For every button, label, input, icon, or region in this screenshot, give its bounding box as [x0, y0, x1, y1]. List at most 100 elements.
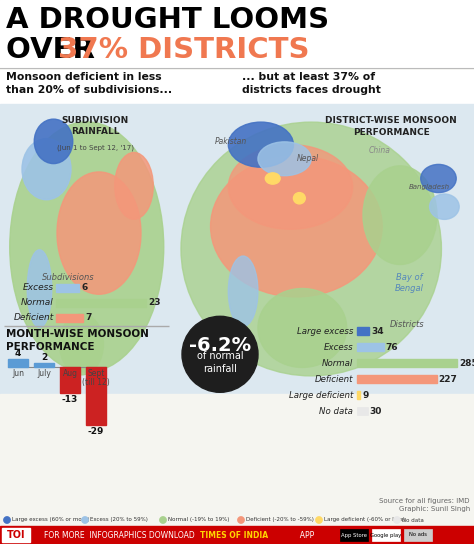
Ellipse shape	[258, 288, 346, 367]
Bar	[56, 284, 80, 292]
Ellipse shape	[60, 314, 103, 375]
Text: ... but at least 37% of
districts faces drought: ... but at least 37% of districts faces …	[242, 72, 381, 95]
Text: Normal: Normal	[322, 359, 353, 368]
Text: FOR MORE  INFOGRAPHICS DOWNLOAD: FOR MORE INFOGRAPHICS DOWNLOAD	[45, 530, 200, 540]
Text: No data: No data	[402, 517, 424, 522]
Text: App Store: App Store	[341, 533, 367, 537]
Circle shape	[182, 316, 258, 392]
Text: 37% DISTRICTS: 37% DISTRICTS	[58, 36, 310, 64]
Circle shape	[316, 516, 322, 523]
Bar	[340, 529, 368, 541]
Text: Source for all figures: IMD
Graphic: Sunil Singh: Source for all figures: IMD Graphic: Sun…	[380, 498, 470, 512]
Ellipse shape	[228, 122, 293, 167]
Ellipse shape	[265, 173, 280, 184]
Ellipse shape	[181, 122, 441, 376]
Text: Subdivisions: Subdivisions	[42, 273, 95, 282]
Text: Aug: Aug	[63, 369, 78, 378]
Ellipse shape	[34, 119, 73, 164]
Text: -29: -29	[88, 427, 104, 436]
Bar	[357, 391, 360, 399]
Circle shape	[82, 516, 89, 523]
Bar	[357, 375, 437, 384]
Ellipse shape	[293, 193, 305, 204]
Bar	[4, 325, 169, 326]
Ellipse shape	[10, 122, 164, 372]
Ellipse shape	[228, 145, 353, 229]
Bar	[0, 104, 474, 394]
Text: Large excess (60% or more): Large excess (60% or more)	[12, 517, 90, 522]
Bar	[357, 343, 383, 351]
Ellipse shape	[363, 166, 437, 264]
Text: TIMES OF INDIA: TIMES OF INDIA	[200, 530, 268, 540]
Text: APP: APP	[295, 530, 314, 540]
Text: Bangladesh: Bangladesh	[409, 184, 450, 190]
Bar	[34, 363, 54, 367]
Bar	[404, 529, 432, 541]
Circle shape	[3, 516, 10, 523]
Bar	[357, 407, 367, 415]
Text: SUBDIVISION
RAINFALL: SUBDIVISION RAINFALL	[62, 116, 129, 137]
Bar	[86, 367, 106, 425]
Text: TOI: TOI	[7, 530, 25, 540]
Bar	[0, 0, 474, 68]
Bar	[0, 70, 474, 104]
Text: Deficient (-20% to -59%): Deficient (-20% to -59%)	[246, 517, 314, 522]
Text: Bay of
Bengal: Bay of Bengal	[394, 273, 423, 293]
Circle shape	[393, 516, 401, 523]
Text: -6.2%: -6.2%	[189, 336, 251, 355]
Ellipse shape	[57, 172, 141, 294]
Bar	[0, 394, 474, 514]
Text: No data: No data	[319, 407, 353, 416]
Text: Districts: Districts	[390, 320, 424, 329]
Ellipse shape	[228, 256, 258, 326]
Text: Nepal: Nepal	[297, 154, 319, 163]
Text: 7: 7	[85, 313, 92, 322]
Text: 285: 285	[459, 359, 474, 368]
Text: No ads: No ads	[409, 533, 427, 537]
Bar	[60, 367, 80, 393]
Bar	[357, 327, 369, 335]
Ellipse shape	[421, 164, 456, 193]
Text: 2: 2	[41, 353, 47, 362]
Circle shape	[159, 516, 166, 523]
Text: July: July	[37, 369, 51, 378]
Ellipse shape	[115, 152, 153, 219]
Text: Jun: Jun	[12, 369, 24, 378]
Text: Excess: Excess	[23, 283, 54, 292]
Text: (Jun 1 to Sept 12, '17): (Jun 1 to Sept 12, '17)	[57, 144, 134, 151]
Text: Large deficient (-60% or less): Large deficient (-60% or less)	[324, 517, 405, 522]
Text: DISTRICT-WISE MONSOON
PERFORMANCE: DISTRICT-WISE MONSOON PERFORMANCE	[325, 116, 457, 137]
Text: Large excess: Large excess	[297, 327, 353, 336]
Bar	[56, 314, 83, 322]
Text: 76: 76	[386, 343, 398, 352]
Text: Google play: Google play	[370, 533, 401, 537]
Ellipse shape	[27, 250, 52, 327]
Text: Normal: Normal	[21, 298, 54, 307]
Bar	[0, 526, 474, 544]
Text: 34: 34	[371, 327, 383, 336]
Text: 23: 23	[148, 298, 161, 307]
Bar	[56, 299, 146, 307]
Ellipse shape	[210, 156, 382, 297]
Text: 6: 6	[82, 283, 88, 292]
Ellipse shape	[22, 139, 71, 200]
Text: 30: 30	[370, 407, 382, 416]
Text: MONTH-WISE MONSOON
PERFORMANCE: MONTH-WISE MONSOON PERFORMANCE	[6, 329, 149, 352]
Bar	[372, 529, 400, 541]
Text: China: China	[368, 146, 390, 155]
Text: of normal
rainfall: of normal rainfall	[197, 351, 243, 374]
Text: OVER: OVER	[6, 36, 105, 64]
Text: Excess (20% to 59%): Excess (20% to 59%)	[90, 517, 148, 522]
Text: 4: 4	[15, 349, 21, 358]
Text: Excess: Excess	[323, 343, 353, 352]
Text: Monsoon deficient in less
than 20% of subdivisions...: Monsoon deficient in less than 20% of su…	[6, 72, 172, 95]
Text: Deficient: Deficient	[14, 313, 54, 322]
Text: Sept
(till 12): Sept (till 12)	[82, 369, 110, 387]
Text: A DROUGHT LOOMS: A DROUGHT LOOMS	[6, 6, 329, 34]
Circle shape	[237, 516, 245, 523]
Bar	[357, 359, 457, 367]
Text: 9: 9	[362, 391, 368, 400]
Bar	[8, 359, 28, 367]
Text: Pakistan: Pakistan	[215, 137, 247, 146]
Ellipse shape	[258, 142, 311, 176]
